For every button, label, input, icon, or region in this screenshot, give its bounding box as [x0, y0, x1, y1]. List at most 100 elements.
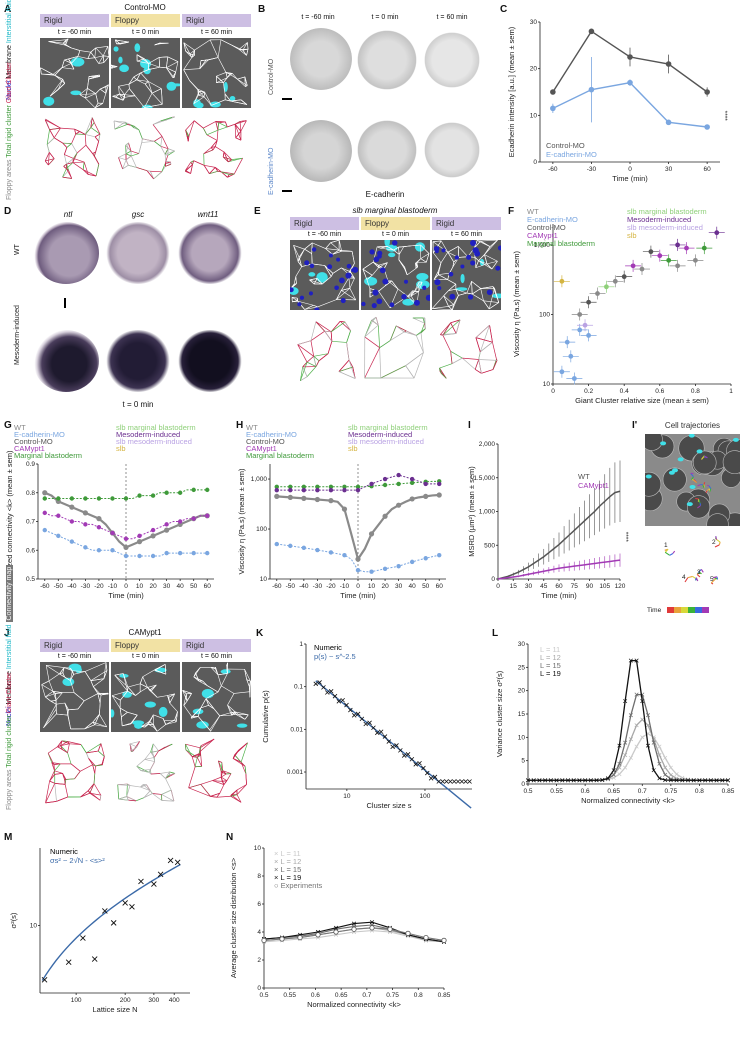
connectivity-edge — [102, 46, 109, 56]
network-edge — [160, 146, 169, 150]
connectivity-edge — [238, 49, 247, 56]
network-edge — [127, 783, 131, 786]
data-point — [123, 536, 129, 541]
connectivity-edge — [114, 673, 124, 676]
connectivity-edge — [88, 74, 100, 80]
y-tick-label: 20 — [530, 66, 538, 73]
data-point — [83, 496, 88, 501]
connectivity-edge — [99, 694, 102, 704]
connectivity-edge — [164, 719, 175, 722]
connectivity-edge — [453, 295, 459, 305]
data-point — [409, 476, 415, 482]
connectivity-edge — [245, 85, 248, 87]
data-point — [164, 550, 169, 556]
interstitial-fluid — [316, 272, 328, 283]
connectivity-edge — [90, 47, 97, 53]
data-point — [577, 327, 583, 333]
data-point — [657, 776, 662, 781]
y-tick-label: 0 — [533, 159, 537, 166]
network-edge — [45, 783, 56, 803]
data-point — [663, 777, 668, 783]
connectivity-edge — [72, 670, 74, 675]
y-tick-label: 1,000 — [251, 476, 268, 483]
network-edge — [90, 122, 95, 128]
connectivity-edge — [167, 693, 175, 696]
network-edge — [480, 341, 493, 353]
network-edge — [87, 790, 91, 794]
network-edge — [85, 134, 96, 138]
legend-item: slb mesoderm-induced — [627, 223, 703, 232]
data-point — [657, 253, 663, 259]
connectivity-edge — [144, 81, 149, 85]
network-edge — [191, 756, 196, 767]
connectivity-edge — [189, 49, 195, 55]
network-edge — [152, 120, 165, 125]
legend-fit: σs² ~ 2√N - <s>² — [50, 856, 105, 865]
network-edge — [200, 784, 211, 797]
legend-item: Marginal blastoderm — [246, 451, 314, 460]
trajectory-segment — [697, 505, 701, 509]
d-embryo-wt-ntl — [33, 222, 99, 284]
connectivity-edge — [94, 103, 103, 108]
connectivity-edge — [112, 93, 120, 97]
network-edge — [122, 159, 127, 170]
connectivity-edge — [317, 299, 337, 308]
x-tick-label: 60 — [436, 583, 444, 590]
connectivity-edge — [324, 265, 332, 277]
connectivity-edge — [198, 680, 208, 686]
connectivity-edge — [380, 247, 394, 251]
interstitial-fluid — [689, 484, 696, 489]
panel-e-micro-1-svg — [290, 240, 359, 310]
connectivity-edge — [330, 273, 334, 277]
connectivity-edge — [244, 76, 248, 86]
legend-item: Control-MO — [527, 223, 566, 232]
data-point — [623, 740, 628, 745]
connectivity-edge — [55, 692, 63, 701]
connectivity-edge — [182, 690, 188, 702]
connectivity-edge — [332, 250, 342, 255]
network-edge — [80, 764, 93, 772]
network-edge — [164, 153, 168, 156]
data-point — [714, 230, 720, 236]
connectivity-edge — [199, 91, 205, 93]
connectivity-edge — [55, 693, 57, 701]
network-edge — [141, 140, 155, 143]
network-edge — [90, 117, 93, 128]
network-edge — [192, 753, 201, 757]
data-point — [315, 487, 320, 493]
connectivity-edge — [59, 667, 65, 675]
data-point — [382, 513, 388, 519]
network-edge — [236, 784, 247, 795]
network-edge — [89, 783, 95, 794]
connectivity-edge — [161, 88, 163, 105]
interstitial-fluid — [70, 57, 85, 67]
network-edge — [413, 352, 424, 379]
connectivity-edge — [474, 257, 477, 268]
network-edge — [348, 360, 356, 379]
data-point — [342, 552, 347, 558]
panel-j-net-3-svg — [185, 738, 248, 803]
connectivity-edge — [447, 279, 456, 285]
connectivity-edge — [219, 714, 232, 717]
interstitial-fluid — [229, 96, 236, 101]
nucleus — [422, 285, 427, 290]
connectivity-edge — [41, 680, 50, 685]
connectivity-edge — [216, 75, 224, 83]
time-colorbar-swatch — [702, 607, 709, 613]
network-edge — [442, 335, 451, 352]
data-point — [348, 707, 353, 713]
y-tick-label: 0 — [521, 781, 525, 788]
x-tick-label: 0 — [551, 388, 555, 395]
connectivity-edge — [486, 260, 498, 265]
data-point — [691, 778, 696, 783]
panel-a-net-3-svg — [185, 120, 247, 178]
connectivity-edge — [217, 674, 222, 686]
y-tick-label: 0 — [257, 985, 261, 992]
panel-d-time: t = 0 min — [122, 400, 154, 409]
data-point — [630, 263, 636, 269]
data-point — [333, 925, 339, 930]
y-tick-label: 10 — [254, 845, 262, 852]
data-point — [554, 778, 559, 783]
network-edge — [339, 321, 351, 331]
trajectory-segment — [697, 484, 701, 487]
